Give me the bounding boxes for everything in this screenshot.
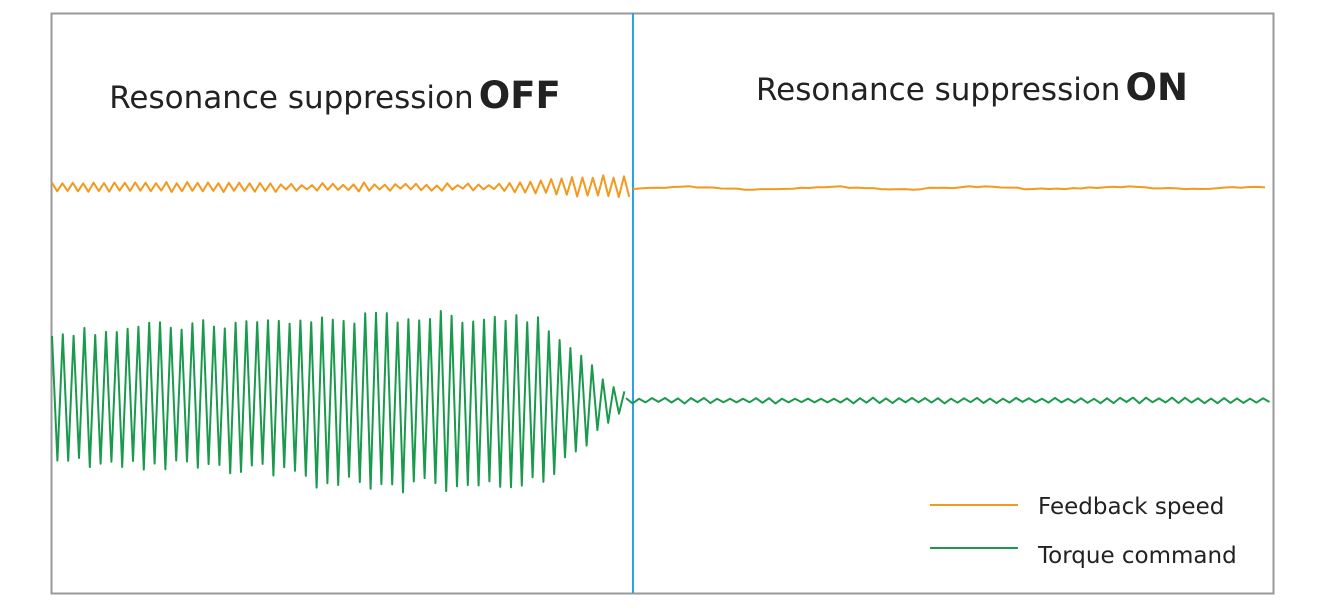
frame (50, 12, 1275, 595)
panel-title: Resonance suppression OFF (109, 74, 561, 117)
title-emphasis: OFF (479, 74, 561, 117)
feedback-wave (51, 174, 631, 198)
legend-label: Torque command (1037, 543, 1237, 569)
feedback-wave (632, 185, 1266, 191)
title-text: Resonance suppression (756, 72, 1120, 108)
torque-wave (51, 310, 626, 494)
panel-title: Resonance suppression ON (756, 66, 1188, 109)
torque-wave (625, 396, 1270, 405)
title-text: Resonance suppression (109, 80, 473, 116)
legend-label: Feedback speed (1038, 494, 1224, 520)
title-emphasis: ON (1126, 66, 1188, 109)
